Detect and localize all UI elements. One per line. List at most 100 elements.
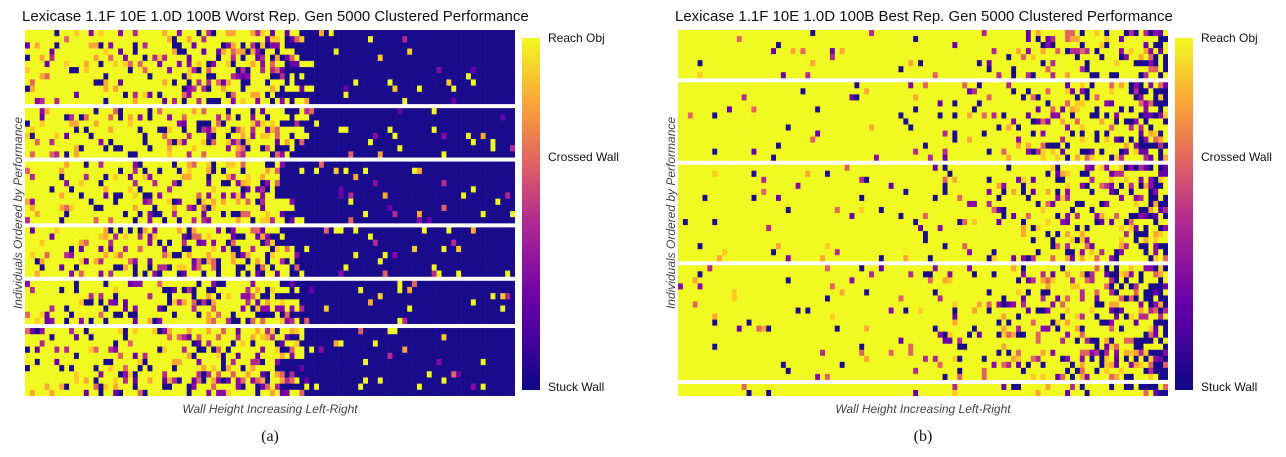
heatmap-cell [25, 245, 31, 253]
heatmap-cell [230, 328, 236, 335]
heatmap-cell [83, 352, 89, 360]
heatmap-cell [196, 245, 202, 253]
heatmap-cell [167, 340, 173, 347]
heatmap-cell [44, 67, 50, 74]
heatmap-cell [142, 227, 148, 234]
heatmap-cell [402, 217, 408, 224]
heatmap-cell [490, 67, 496, 74]
heatmap-cell [127, 258, 134, 265]
heatmap-cell [314, 126, 320, 134]
heatmap-cell [319, 36, 325, 43]
heatmap-cell [348, 151, 354, 158]
heatmap-cell [421, 233, 428, 241]
heatmap-cell [211, 280, 217, 288]
heatmap-cell [132, 270, 138, 278]
heatmap-cell [319, 198, 325, 206]
heatmap-cell [323, 311, 330, 319]
heatmap-cell [255, 270, 261, 278]
heatmap-cell [127, 30, 134, 37]
heatmap-cell [142, 42, 148, 49]
heatmap-cell [397, 132, 403, 140]
heatmap-cell [162, 120, 168, 127]
heatmap-cell [343, 293, 349, 300]
heatmap-cell [274, 286, 281, 294]
heatmap-cell [240, 145, 246, 152]
heatmap-cell [426, 192, 432, 199]
heatmap-cell [186, 36, 192, 43]
heatmap-cell [118, 126, 124, 134]
heatmap-cell [147, 126, 153, 134]
heatmap-cell [127, 73, 134, 80]
heatmap-cell [343, 286, 349, 294]
heatmap-cell [485, 132, 491, 140]
heatmap-cell [377, 217, 383, 224]
heatmap-cell [441, 352, 447, 360]
heatmap-cell [392, 186, 398, 193]
heatmap-cell [304, 264, 310, 271]
heatmap-cell [108, 180, 114, 187]
heatmap-cell [426, 286, 432, 294]
heatmap-cell [191, 79, 197, 86]
heatmap-cell [176, 108, 183, 115]
heatmap-cell [34, 270, 40, 278]
heatmap-cell [29, 217, 36, 224]
heatmap-cell [417, 91, 423, 99]
heatmap-cell [353, 227, 359, 234]
heatmap-cell [309, 198, 315, 206]
heatmap-cell [93, 48, 99, 56]
heatmap-cell [279, 317, 285, 325]
heatmap-cell [461, 73, 467, 80]
heatmap-cell [201, 334, 207, 341]
heatmap-cell [368, 305, 374, 312]
heatmap-cell [44, 108, 50, 115]
heatmap-cell [490, 198, 496, 206]
heatmap-cell [98, 79, 104, 86]
heatmap-cell [74, 211, 80, 218]
heatmap-cell [407, 270, 413, 278]
heatmap-cell [255, 186, 261, 193]
heatmap-cell [319, 161, 325, 169]
heatmap-cell [113, 328, 119, 335]
heatmap-cell [255, 85, 261, 93]
heatmap-cell [343, 346, 349, 354]
heatmap-cell [319, 311, 325, 319]
heatmap-cell [377, 180, 383, 187]
heatmap-cell [421, 245, 428, 253]
heatmap-cell [245, 346, 251, 354]
heatmap-cell [113, 280, 119, 288]
heatmap-cell [466, 334, 472, 341]
heatmap-cell [69, 264, 75, 271]
heatmap-cell [387, 67, 393, 74]
heatmap-cell [44, 258, 50, 265]
heatmap-cell [475, 328, 481, 335]
heatmap-cell [480, 299, 486, 306]
heatmap-cell [235, 346, 241, 354]
heatmap-cell [59, 317, 65, 325]
heatmap-cell [510, 126, 515, 134]
heatmap-cell [162, 305, 168, 312]
heatmap-cell [495, 48, 501, 56]
heatmap-cell [142, 139, 148, 146]
heatmap-cell [441, 132, 447, 140]
heatmap-cell [470, 139, 477, 146]
heatmap-cell [88, 252, 94, 259]
heatmap-cell [289, 192, 295, 199]
heatmap-cell [137, 114, 143, 121]
heatmap-cell [206, 286, 212, 294]
heatmap-cell [113, 139, 119, 146]
heatmap-cell [279, 239, 285, 247]
heatmap-cell [412, 30, 418, 37]
heatmap-cell [206, 245, 212, 253]
heatmap-cell [270, 108, 276, 115]
heatmap-cell [216, 79, 222, 86]
heatmap-cell [475, 198, 481, 206]
heatmap-cell [245, 293, 251, 300]
heatmap-cell [49, 233, 55, 241]
heatmap-cell [39, 217, 45, 224]
heatmap-cell [211, 204, 217, 212]
heatmap-cell [500, 258, 506, 265]
heatmap-cell [118, 328, 124, 335]
heatmap-cell [402, 161, 408, 169]
heatmap-cell [44, 192, 50, 199]
heatmap-cell [167, 139, 173, 146]
